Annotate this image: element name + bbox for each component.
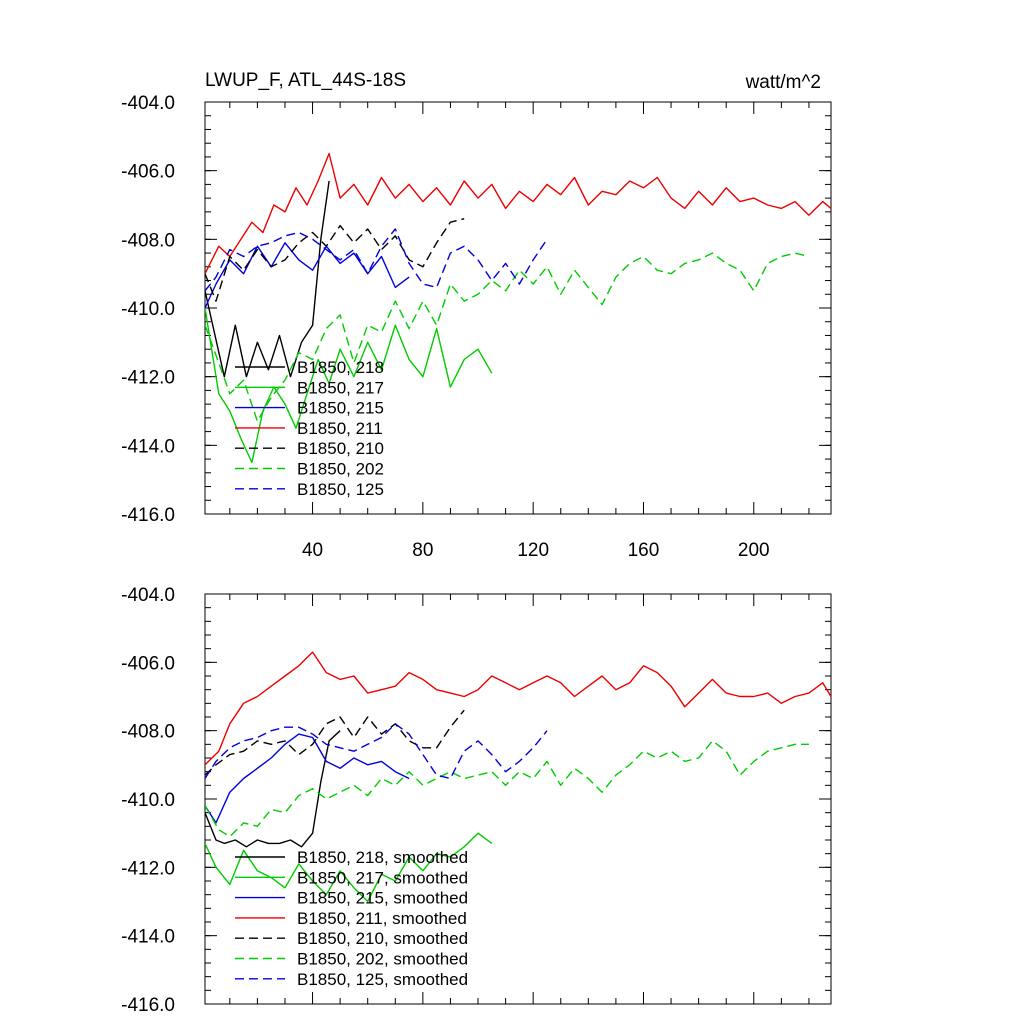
legend-label: B1850, 210: [297, 439, 384, 458]
legend-label: B1850, 218, smoothed: [297, 848, 468, 867]
series-group: [205, 651, 831, 903]
y-tick-label: -406.0: [121, 162, 175, 183]
legend-label: B1850, 217, smoothed: [297, 868, 468, 887]
y-tick-label: -412.0: [121, 858, 175, 879]
series-line-1: [205, 307, 493, 464]
y-tick-label: -416.0: [121, 995, 175, 1016]
y-tick-label: -416.0: [121, 505, 175, 526]
series-line-3: [205, 651, 831, 766]
y-tick-label: -414.0: [121, 436, 175, 457]
y-tick-label: -412.0: [121, 368, 175, 389]
y-tick-label: -408.0: [121, 230, 175, 251]
series-line-0: [205, 730, 341, 848]
x-tick-label: 40: [302, 540, 323, 561]
series-line-6: [205, 228, 548, 292]
chart-title: LWUP_F, ATL_44S-18S: [205, 70, 406, 91]
legend-label: B1850, 211, smoothed: [297, 909, 467, 928]
series-line-5: [205, 252, 810, 422]
legend-label: B1850, 125, smoothed: [297, 970, 468, 989]
x-tick-label: 200: [738, 540, 770, 561]
series-line-5: [205, 740, 809, 838]
y-tick-label: -404.0: [121, 93, 175, 114]
y-tick-label: -406.0: [121, 653, 175, 674]
series-line-1: [205, 832, 493, 903]
legend-label: B1850, 215, smoothed: [297, 889, 468, 908]
x-tick-label: 120: [517, 540, 549, 561]
legend-label: B1850, 211: [297, 419, 383, 438]
series-line-0: [205, 180, 330, 378]
y-tick-label: -410.0: [121, 790, 175, 811]
series-line-6: [205, 723, 548, 780]
x-tick-label: 160: [628, 540, 660, 561]
bottom-panel: -404.0 -406.0 -408.0 -410.0 -412.0 -414.0 -416…: [121, 585, 832, 1016]
y-tick-label: -408.0: [121, 722, 175, 743]
legend-label: B1850, 218: [297, 358, 384, 377]
y-tick-label: -410.0: [121, 299, 175, 320]
legend-label: B1850, 202, smoothed: [297, 950, 468, 969]
legend-label: B1850, 210, smoothed: [297, 929, 468, 948]
series-line-4: [205, 218, 465, 302]
legend-label: B1850, 217: [297, 378, 384, 397]
top-panel: -404.0 -406.0 -408.0 -410.0 -412.0 -414.0 -416…: [121, 70, 832, 561]
legend-label: B1850, 202: [297, 460, 384, 479]
series-line-4: [205, 709, 465, 776]
y-tick-label: -404.0: [121, 585, 175, 606]
series-line-2: [205, 733, 410, 824]
y-tick-label: -414.0: [121, 927, 175, 948]
legend-label: B1850, 125: [297, 480, 384, 499]
legend-label: B1850, 215: [297, 399, 384, 418]
series-group: [205, 152, 831, 464]
series-line-2: [205, 242, 410, 309]
series-line-3: [205, 152, 831, 275]
x-tick-label: 80: [412, 540, 433, 561]
units-label: watt/m^2: [745, 72, 821, 93]
